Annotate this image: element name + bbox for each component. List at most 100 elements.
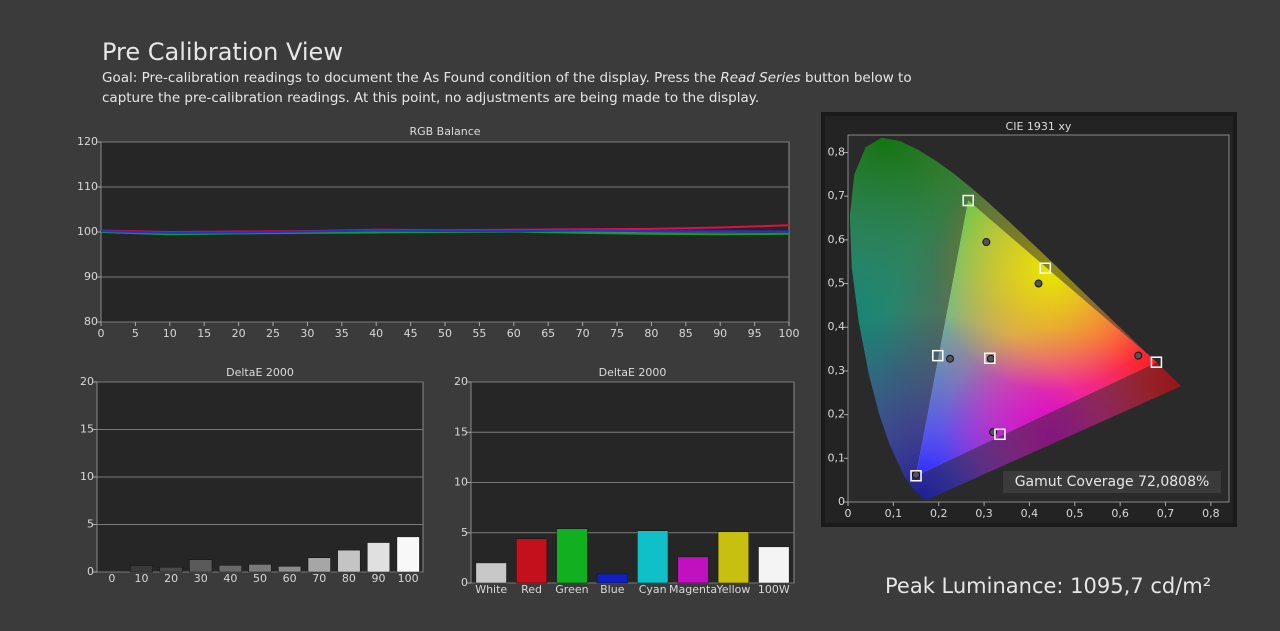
y-tick-label: 0 xyxy=(87,565,94,578)
measured-point xyxy=(1134,351,1143,360)
bar xyxy=(218,565,242,573)
bar xyxy=(515,538,548,584)
y-tick-label: 0,8 xyxy=(828,145,846,158)
x-tick-label: 50 xyxy=(438,327,452,340)
target-point xyxy=(910,470,922,482)
bar xyxy=(556,528,588,584)
measured-point xyxy=(1034,279,1043,288)
x-tick-label: 40 xyxy=(223,572,237,585)
x-tick-label: 5 xyxy=(132,327,139,340)
bar xyxy=(396,536,420,573)
x-tick-label: 0 xyxy=(845,507,852,520)
peak-luminance: Peak Luminance: 1095,7 cd/m² xyxy=(885,574,1211,598)
y-tick-label: 15 xyxy=(80,423,94,436)
y-tick-label: 100 xyxy=(77,225,98,238)
x-tick-label: 20 xyxy=(164,572,178,585)
target-point xyxy=(994,428,1006,441)
x-tick-label: 30 xyxy=(194,572,208,585)
x-tick-label: 35 xyxy=(335,327,349,340)
x-tick-label: 90 xyxy=(372,572,386,585)
chart-title: RGB Balance xyxy=(409,125,480,138)
measured-point xyxy=(946,354,955,363)
bar xyxy=(596,573,628,584)
gamut-coverage: Gamut Coverage 72,0808% xyxy=(1015,474,1210,490)
x-tick-label: 0,6 xyxy=(1111,507,1129,520)
x-tick-label: White xyxy=(475,583,507,596)
x-tick-label: 55 xyxy=(472,327,486,340)
bar xyxy=(367,542,391,573)
y-tick-label: 0,1 xyxy=(828,451,846,464)
x-tick-label: 50 xyxy=(253,572,267,585)
x-tick-label: 100 xyxy=(398,572,419,585)
x-tick-label: 100 xyxy=(779,327,800,340)
x-tick-label: 85 xyxy=(679,327,693,340)
y-tick-label: 0,7 xyxy=(828,189,846,202)
y-tick-label: 5 xyxy=(87,518,94,531)
bar xyxy=(758,546,790,584)
y-tick-label: 0,5 xyxy=(828,277,846,290)
target-point xyxy=(1150,356,1163,368)
x-tick-label: 65 xyxy=(541,327,555,340)
y-tick-label: 0 xyxy=(461,576,468,589)
bar xyxy=(159,567,183,573)
x-tick-label: 70 xyxy=(312,572,326,585)
bar xyxy=(248,564,272,573)
bar xyxy=(717,531,750,584)
y-tick-label: 5 xyxy=(461,526,468,539)
x-tick-label: 0,1 xyxy=(885,507,903,520)
y-tick-label: 20 xyxy=(80,375,94,388)
target-point xyxy=(962,194,974,207)
y-tick-label: 0,6 xyxy=(828,233,846,246)
measured-point xyxy=(982,238,991,247)
x-tick-label: 0,3 xyxy=(975,507,993,520)
x-tick-label: 45 xyxy=(404,327,418,340)
bar xyxy=(475,562,507,584)
target-point xyxy=(984,352,996,365)
x-tick-label: 40 xyxy=(369,327,383,340)
x-tick-label: 0,7 xyxy=(1157,507,1175,520)
y-tick-label: 90 xyxy=(84,270,98,283)
bar xyxy=(278,566,302,573)
x-tick-label: Green xyxy=(555,583,588,596)
bar xyxy=(189,559,213,573)
page-title: Pre Calibration View xyxy=(102,38,343,66)
chart-title: CIE 1931 xy xyxy=(1006,120,1072,133)
y-tick-label: 10 xyxy=(454,476,468,489)
bar xyxy=(337,549,361,573)
x-tick-label: 100W xyxy=(758,583,790,596)
x-tick-label: 0,5 xyxy=(1066,507,1084,520)
x-tick-label: 80 xyxy=(342,572,356,585)
x-tick-label: 0,2 xyxy=(930,507,948,520)
bar xyxy=(677,556,709,584)
x-tick-label: 0,4 xyxy=(1021,507,1039,520)
x-tick-label: 0 xyxy=(98,327,105,340)
x-tick-label: 70 xyxy=(576,327,590,340)
bar xyxy=(637,530,669,584)
y-tick-label: 0,4 xyxy=(828,320,846,333)
target-point xyxy=(1039,262,1052,275)
y-tick-label: 20 xyxy=(454,375,468,388)
x-tick-label: 30 xyxy=(300,327,314,340)
y-tick-label: 120 xyxy=(77,135,98,148)
goal-text: button below to xyxy=(801,70,912,86)
x-tick-label: 10 xyxy=(163,327,177,340)
x-tick-label: 75 xyxy=(610,327,624,340)
x-tick-label: 0,8 xyxy=(1202,507,1220,520)
x-tick-label: 95 xyxy=(748,327,762,340)
x-tick-label: 25 xyxy=(266,327,280,340)
measured-point xyxy=(912,470,921,479)
y-tick-label: 80 xyxy=(84,315,98,328)
x-tick-label: 60 xyxy=(507,327,521,340)
y-tick-label: 110 xyxy=(77,180,98,193)
y-tick-label: 15 xyxy=(454,425,468,438)
x-tick-label: Magenta xyxy=(669,583,717,596)
x-tick-label: 60 xyxy=(283,572,297,585)
x-tick-label: Blue xyxy=(600,583,625,596)
y-tick-label: 0 xyxy=(838,495,845,508)
y-tick-label: 10 xyxy=(80,470,94,483)
x-tick-label: 20 xyxy=(232,327,246,340)
chart-title: DeltaE 2000 xyxy=(599,366,667,379)
x-tick-label: Red xyxy=(521,583,542,596)
